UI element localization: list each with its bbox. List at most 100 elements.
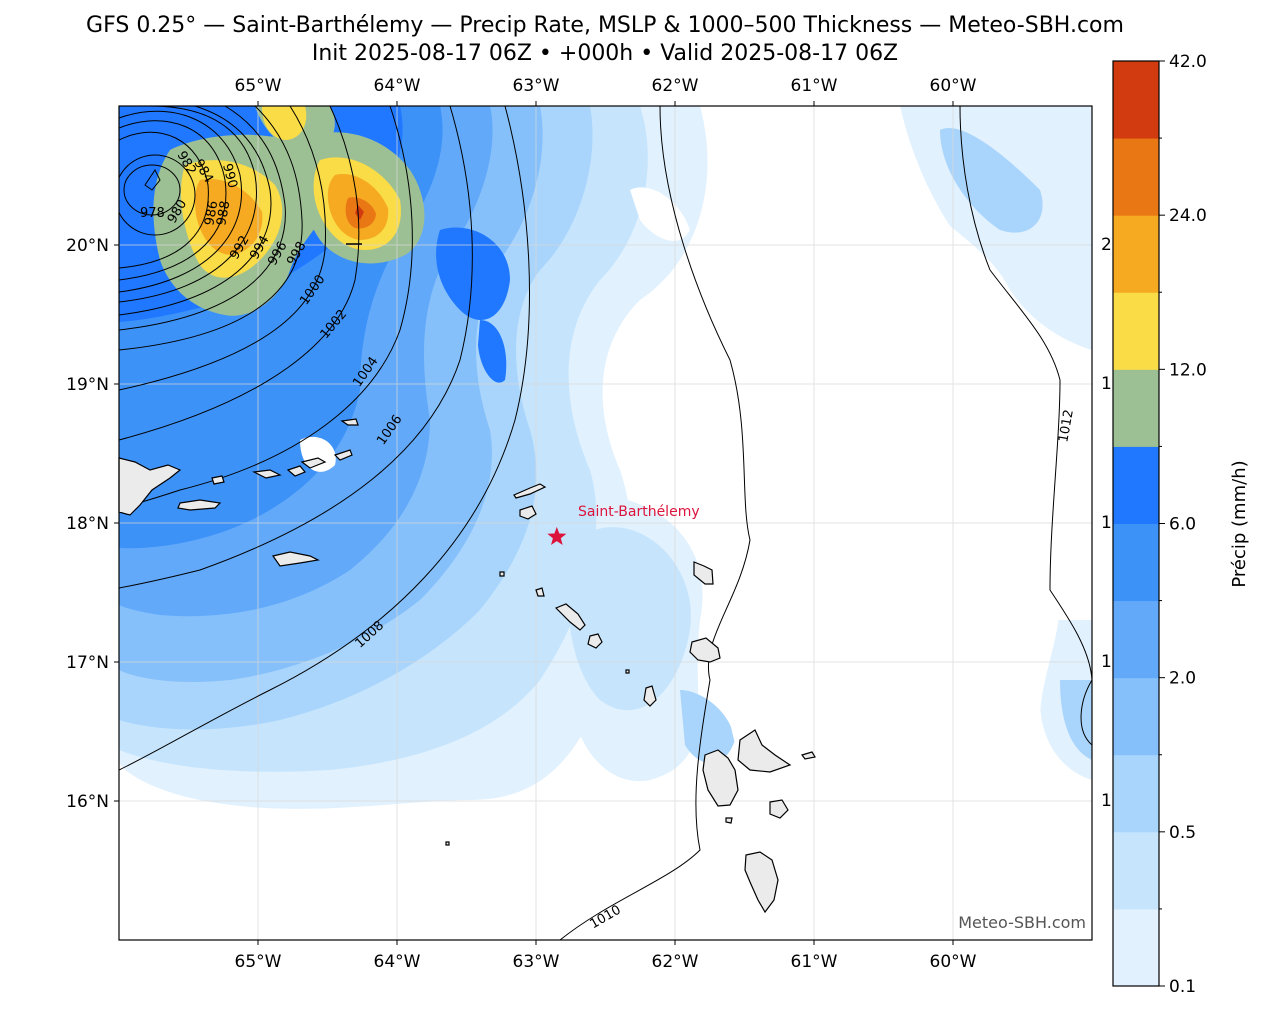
isobar-line bbox=[959, 106, 1092, 681]
lon-tick-label: 60°W bbox=[930, 952, 977, 972]
colorbar-tick-label: 6.0 bbox=[1169, 515, 1196, 535]
isobar-line bbox=[119, 106, 303, 351]
land-anegada bbox=[340, 418, 359, 426]
colorbar-segment bbox=[1113, 215, 1159, 293]
isobar-label: 978 bbox=[140, 206, 165, 221]
lat-tick-label: 20°N bbox=[66, 236, 109, 256]
land-marie-galante bbox=[769, 799, 789, 819]
isobar-label: 1012 bbox=[1056, 408, 1077, 443]
precip-light-band bbox=[568, 527, 691, 711]
location-label: Saint-Barthélemy bbox=[578, 504, 700, 520]
lat-tick-label: 17°N bbox=[66, 653, 109, 673]
land-dominica bbox=[744, 851, 779, 914]
clipped-labels: 2 1 1 1 1 bbox=[1101, 235, 1112, 811]
precip-gap bbox=[640, 418, 700, 481]
axis-ticks: 65°W 65°W 64°W 64°W 63°W 63°W 62°W 62°W 61°W 61°W… bbox=[66, 76, 977, 972]
land-redonda bbox=[625, 669, 630, 674]
precip-gap bbox=[780, 297, 893, 383]
land-barbuda bbox=[693, 561, 714, 585]
land-saint-martin bbox=[519, 505, 537, 520]
colorbar-segment bbox=[1113, 292, 1159, 370]
land-virgin-islands bbox=[286, 465, 306, 477]
isobar-line bbox=[119, 106, 413, 511]
colorbar-tick-label: 2.0 bbox=[1169, 669, 1196, 689]
clipped-label: 1 bbox=[1101, 513, 1112, 533]
isobar-label: 986 bbox=[202, 200, 221, 227]
lat-tick-label: 18°N bbox=[66, 514, 109, 534]
lon-tick-label: 65°W bbox=[235, 952, 282, 972]
isobar-line bbox=[123, 164, 181, 216]
clipped-label: 1 bbox=[1101, 791, 1112, 811]
land-aves bbox=[445, 841, 450, 846]
chart-subtitle: Init 2025-08-17 06Z • +000h • Valid 2025… bbox=[311, 41, 899, 66]
colorbar: 0.1 0.5 2.0 6.0 12.0 24.0 42.0 bbox=[1112, 52, 1207, 997]
graticule bbox=[119, 106, 1092, 940]
isobar-line bbox=[119, 106, 272, 316]
colorbar-tick-label: 0.5 bbox=[1169, 823, 1196, 843]
colorbar-segment bbox=[1113, 61, 1159, 139]
land-les-saintes bbox=[725, 817, 733, 824]
colorbar-tick-label: 24.0 bbox=[1169, 206, 1207, 226]
colorbar-segment bbox=[1113, 677, 1159, 756]
land-virgin-islands bbox=[251, 469, 282, 479]
lon-tick-label: 64°W bbox=[374, 952, 421, 972]
precip-field bbox=[119, 106, 1092, 940]
watermark: Meteo-SBH.com bbox=[958, 913, 1086, 932]
saint-barthelemy-marker: Saint-Barthélemy bbox=[547, 504, 700, 545]
lon-tick-label: 63°W bbox=[513, 952, 560, 972]
lon-tick-label: 60°W bbox=[930, 76, 977, 96]
isobar-label: 990 bbox=[219, 162, 240, 190]
colorbar-label: Précip (mm/h) bbox=[1229, 460, 1250, 587]
lat-tick-label: 19°N bbox=[66, 375, 109, 395]
lon-tick-label: 61°W bbox=[791, 76, 838, 96]
isobar-line bbox=[559, 106, 751, 940]
land-guadeloupe bbox=[737, 729, 792, 773]
colorbar-tick-label: 42.0 bbox=[1169, 52, 1207, 72]
precip-east-cells bbox=[1060, 680, 1092, 760]
colorbar-segment bbox=[1113, 446, 1159, 524]
lon-tick-label: 62°W bbox=[652, 952, 699, 972]
colorbar-segment bbox=[1113, 600, 1159, 679]
clipped-label: 1 bbox=[1101, 374, 1112, 394]
precip-east-cells bbox=[896, 106, 1092, 350]
isobar-line bbox=[119, 154, 196, 236]
colorbar-segment bbox=[1113, 138, 1159, 216]
isobar-line bbox=[119, 106, 326, 391]
isobar-line bbox=[119, 106, 530, 771]
land-virgin-islands bbox=[300, 457, 327, 469]
chart-title: GFS 0.25° — Saint-Barthélemy — Precip Ra… bbox=[86, 13, 1124, 38]
isobar-line bbox=[119, 131, 209, 269]
lon-tick-label: 61°W bbox=[791, 952, 838, 972]
isobar-line bbox=[1080, 679, 1092, 746]
colorbar-tick-label: 0.1 bbox=[1169, 977, 1196, 997]
isobar-line bbox=[119, 120, 227, 281]
colorbar-segment bbox=[1113, 831, 1159, 910]
location-star-icon bbox=[547, 526, 567, 545]
precip-east-cells bbox=[680, 690, 735, 764]
isobar-line bbox=[144, 169, 161, 191]
land-puerto-rico bbox=[177, 499, 222, 511]
land-virgin-islands bbox=[333, 449, 353, 461]
lon-tick-label: 65°W bbox=[235, 76, 282, 96]
land-nevis bbox=[587, 633, 603, 649]
precip-moderate-band bbox=[478, 320, 507, 383]
colorbar-segment bbox=[1113, 369, 1159, 447]
coastlines bbox=[118, 418, 816, 914]
lon-tick-label: 64°W bbox=[374, 76, 421, 96]
land-saba bbox=[499, 571, 505, 577]
isobar-line bbox=[119, 106, 257, 303]
land-anguilla bbox=[513, 483, 547, 499]
land-desirade bbox=[801, 751, 816, 760]
colorbar-tick-label: 12.0 bbox=[1169, 360, 1207, 380]
clipped-label: 1 bbox=[1101, 652, 1112, 672]
lat-tick-label: 16°N bbox=[66, 792, 109, 812]
lon-tick-label: 63°W bbox=[513, 76, 560, 96]
isobar-line bbox=[119, 106, 286, 331]
land-st-kitts bbox=[554, 603, 586, 631]
precip-heavy-core bbox=[355, 205, 364, 220]
clipped-label: 2 bbox=[1101, 235, 1112, 255]
lon-tick-label: 62°W bbox=[652, 76, 699, 96]
precip-east-cells bbox=[940, 128, 1043, 233]
isobar-line bbox=[119, 110, 242, 293]
